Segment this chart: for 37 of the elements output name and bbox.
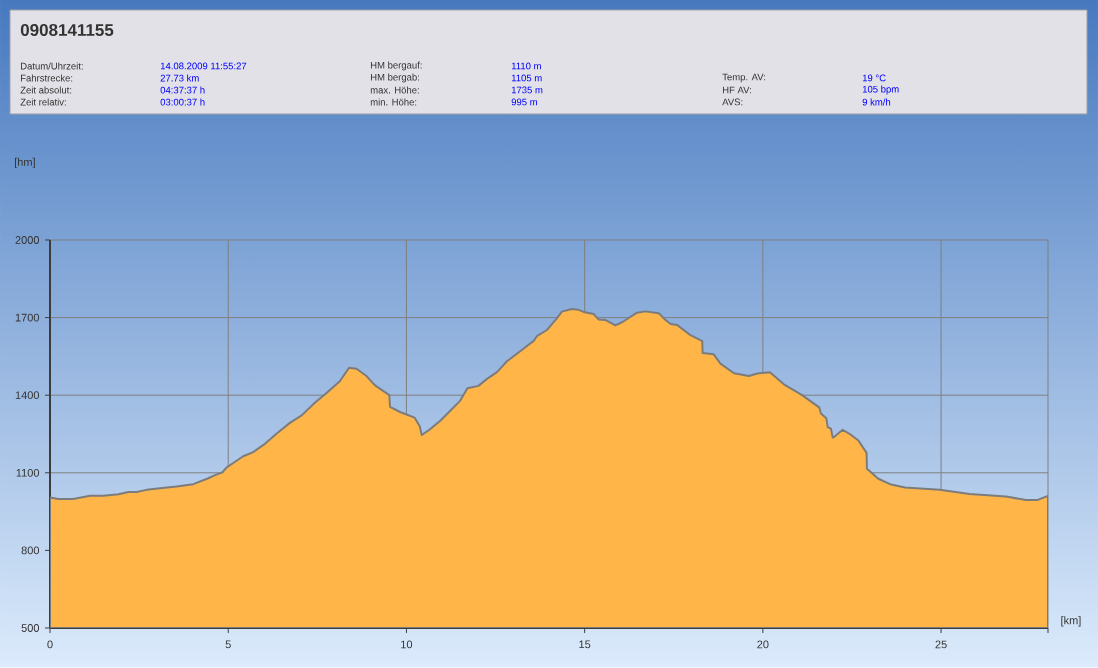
text: [hm] [14,157,35,169]
x-tick-label: 10 [401,640,413,649]
x-axis-title: [km] [1061,616,1081,627]
text: 03:00:37 h [160,98,205,106]
text: min. Höhe: [370,98,417,106]
y-tick-label: 1100 [16,468,40,477]
x-tick-label: 5 [225,640,231,649]
y-tick-label: 800 [21,546,40,555]
text: 1105 m [511,74,542,82]
x-tick-label: 15 [579,640,591,649]
text: 995 m [511,98,537,106]
text: HM bergauf: [370,61,422,71]
text: Temp. AV: [722,73,765,83]
text: Fahrstrecke: [20,74,73,82]
text: Zeit relativ: [20,98,66,106]
y-tick-label: 500 [21,624,40,632]
text: Zeit absolut: [20,86,72,94]
text: HF AV: [722,86,751,94]
text: 1735 m [511,86,543,94]
text: Datum/Uhrzeit: [20,62,83,70]
x-tick-label: 20 [757,640,769,649]
text: 04:37:37 h [160,86,205,94]
chart-title: 0908141155 [20,23,114,37]
x-tick-label: 0 [47,640,53,649]
text: HM bergab: [370,73,419,83]
x-tick-label: 25 [935,640,947,649]
text: 27.73 km [160,74,199,82]
text: 1110 m [511,62,541,70]
text: 19 °C [862,74,886,82]
text: AVS: [722,98,743,106]
y-tick-label: 2000 [15,236,40,244]
text: 105 bpm [862,85,899,95]
y-tick-label: 1400 [15,391,40,400]
text: max. Höhe: [370,86,419,94]
y-tick-label: 1700 [15,313,40,322]
text: 14.08.2009 11:55:27 [160,62,247,70]
text: 9 km/h [862,98,891,106]
